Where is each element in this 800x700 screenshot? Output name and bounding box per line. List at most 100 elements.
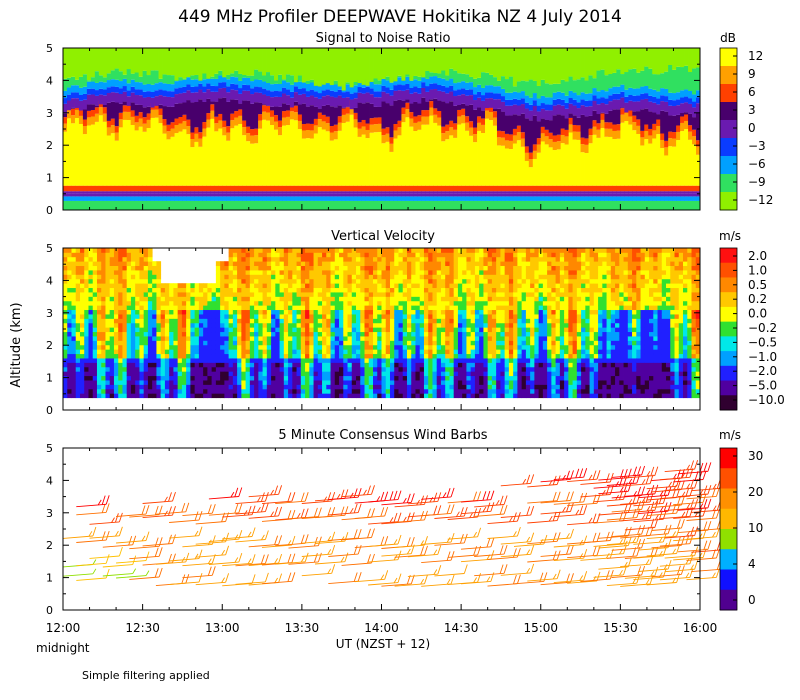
vv-cell	[194, 292, 200, 297]
vv-cell	[122, 358, 128, 363]
colorbar-label: −3	[748, 139, 766, 153]
vv-cell	[381, 331, 387, 337]
snr-cell	[226, 140, 231, 186]
snr-cell	[262, 185, 267, 192]
snr-cell	[162, 133, 167, 186]
snr-cell	[644, 131, 649, 140]
vv-cell	[373, 265, 378, 271]
snr-cell	[524, 160, 530, 186]
snr-cell	[154, 96, 159, 106]
vv-cell	[211, 393, 217, 399]
vv-cell	[279, 261, 285, 267]
snr-cell	[692, 193, 697, 197]
snr-cell	[481, 48, 486, 73]
snr-cell	[266, 72, 271, 84]
vv-cell	[105, 371, 111, 377]
vv-cell	[203, 296, 208, 302]
vv-cell	[258, 296, 263, 302]
snr-cell	[437, 200, 442, 210]
vv-cell	[347, 270, 353, 275]
vv-cell	[194, 375, 200, 381]
snr-cell	[488, 98, 494, 108]
snr-cell	[158, 196, 163, 201]
vv-cell	[343, 314, 348, 319]
vv-cell	[309, 327, 314, 333]
vv-cell	[322, 388, 327, 394]
vv-cell	[389, 305, 395, 311]
vv-cell	[317, 296, 323, 302]
snr-cell	[90, 124, 96, 186]
vv-cell	[356, 252, 361, 258]
snr-cell	[385, 103, 390, 128]
snr-cell	[572, 131, 577, 140]
snr-cell	[389, 48, 394, 83]
vv-cell	[360, 265, 365, 271]
snr-cell	[297, 193, 303, 197]
snr-cell	[258, 185, 263, 192]
vv-cell	[279, 362, 285, 368]
vv-cell	[101, 270, 106, 275]
snr-cell	[349, 48, 355, 88]
vv-cell	[313, 300, 319, 306]
vv-cell	[258, 371, 263, 377]
footnote: Simple filtering applied	[82, 669, 210, 682]
snr-cell	[317, 191, 323, 194]
vv-cell	[224, 371, 230, 377]
snr-cell	[656, 196, 661, 201]
snr-cell	[664, 193, 669, 197]
vv-cell	[118, 318, 123, 324]
snr-cell	[492, 196, 498, 201]
vv-cell	[143, 261, 149, 267]
snr-cell	[397, 99, 402, 121]
snr-cell	[668, 200, 673, 210]
snr-cell	[512, 128, 518, 136]
snr-cell	[74, 98, 80, 108]
vv-cell	[360, 388, 365, 394]
snr-cell	[596, 114, 601, 124]
vv-cell	[88, 292, 94, 297]
snr-cell	[652, 138, 657, 186]
vv-cell	[241, 248, 247, 253]
snr-cell	[592, 101, 597, 111]
vv-cell	[296, 327, 302, 333]
snr-cell	[417, 185, 422, 192]
snr-cell	[329, 185, 335, 192]
snr-cell	[381, 101, 386, 129]
snr-cell	[297, 104, 303, 115]
snr-cell	[361, 200, 366, 210]
snr-cell	[202, 191, 207, 194]
snr-cell	[313, 84, 319, 92]
snr-cell	[592, 126, 597, 135]
vv-cell	[215, 283, 221, 289]
vv-cell	[126, 305, 132, 311]
vv-cell	[356, 349, 361, 355]
vv-cell	[130, 296, 136, 302]
snr-cell	[473, 87, 478, 95]
snr-cell	[500, 88, 506, 97]
snr-cell	[63, 117, 68, 124]
snr-cell	[297, 94, 303, 105]
vv-cell	[288, 322, 293, 328]
vv-cell	[275, 292, 280, 297]
snr-cell	[520, 138, 526, 147]
snr-cell	[206, 127, 211, 186]
vv-cell	[88, 375, 94, 381]
vv-cell	[373, 292, 378, 297]
vv-cell	[101, 274, 106, 280]
vv-cell	[160, 327, 166, 333]
vv-cell	[198, 283, 204, 289]
vv-cell	[334, 384, 340, 390]
snr-cell	[309, 123, 315, 131]
snr-cell	[226, 74, 231, 80]
vv-cell	[347, 336, 353, 341]
vv-cell	[105, 305, 111, 311]
snr-cell	[624, 102, 629, 113]
snr-cell	[293, 191, 299, 194]
vv-cell	[92, 353, 98, 359]
vv-cell	[389, 252, 395, 258]
vv-cell	[300, 384, 306, 390]
vv-cell	[339, 270, 344, 275]
vv-cell	[266, 380, 272, 385]
vv-cell	[232, 283, 238, 289]
